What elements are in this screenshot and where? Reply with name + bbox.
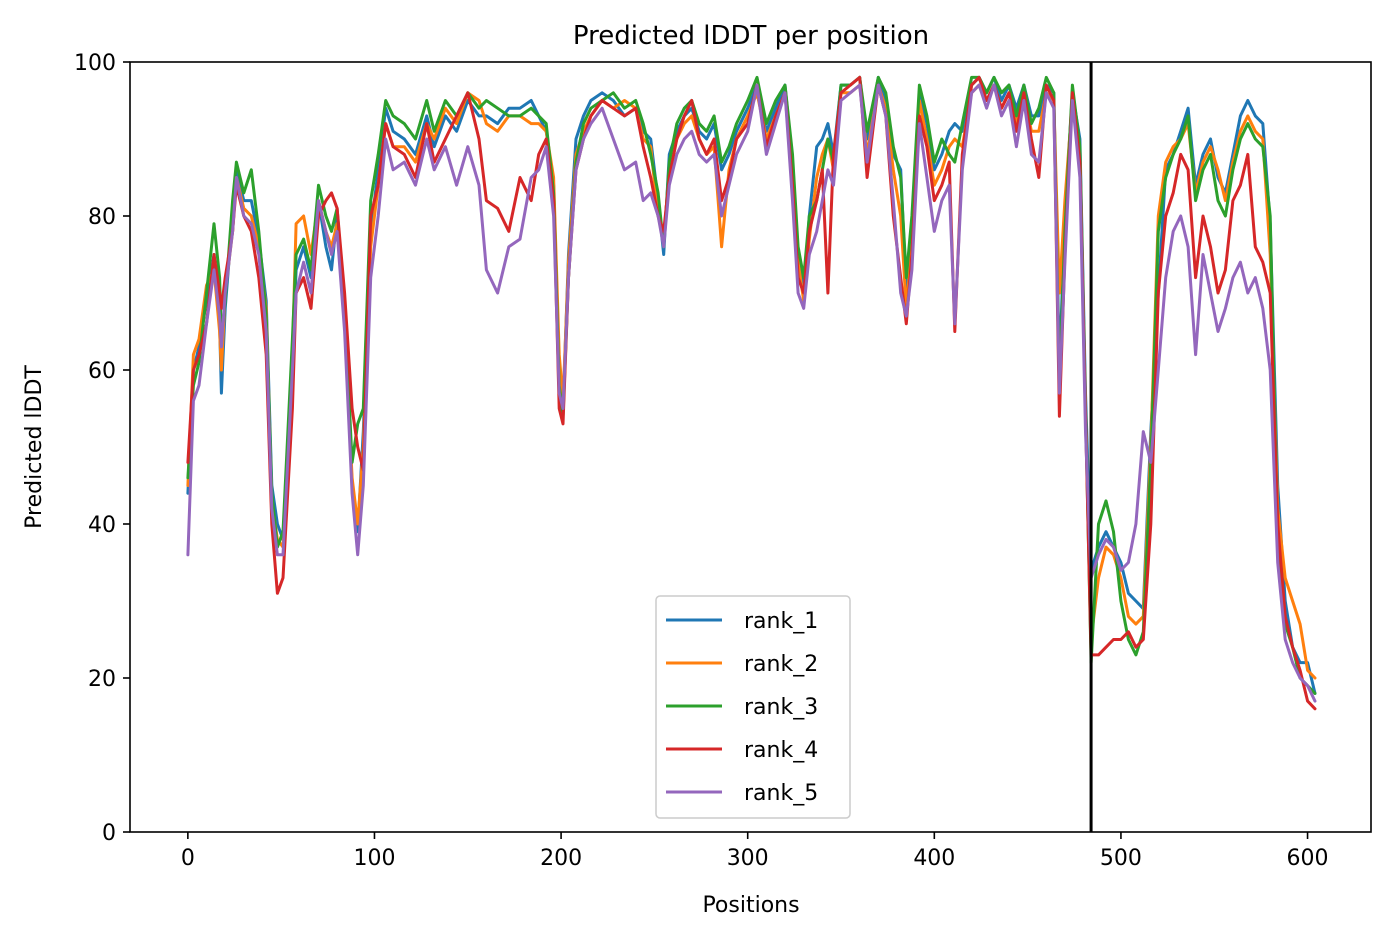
chart-title: Predicted lDDT per position (573, 21, 929, 51)
legend-item-rank_4: rank_4 (666, 738, 818, 763)
x-axis-label: Positions (702, 893, 799, 918)
y-tick-label: 80 (88, 205, 116, 230)
legend-item-rank_3: rank_3 (666, 695, 818, 720)
x-tick-label: 300 (727, 846, 769, 871)
y-tick-label: 60 (88, 359, 116, 384)
x-tick-label: 0 (181, 846, 195, 871)
y-tick-label: 0 (102, 821, 116, 846)
series-line-rank_5 (186, 83, 1317, 703)
x-tick-label: 200 (540, 846, 582, 871)
x-tick-label: 100 (353, 846, 395, 871)
legend-box (655, 595, 851, 819)
legend-item-rank_5: rank_5 (666, 781, 818, 806)
y-tick-label: 20 (88, 667, 116, 692)
x-axis: 0 100 200 300 400 500 600 (181, 832, 1329, 871)
legend-item-rank_1: rank_1 (666, 609, 818, 634)
legend-label: rank_1 (744, 609, 818, 634)
x-tick-label: 600 (1287, 846, 1329, 871)
y-tick-label: 40 (88, 513, 116, 538)
y-axis: 0 20 40 60 80 100 (74, 51, 130, 846)
legend-item-rank_2: rank_2 (666, 652, 818, 677)
x-tick-label: 500 (1100, 846, 1142, 871)
legend-label: rank_3 (744, 695, 818, 720)
legend: rank_1 rank_2 rank_3 rank_4 rank_5 (655, 595, 851, 819)
legend-label: rank_4 (744, 738, 818, 763)
x-tick-label: 400 (913, 846, 955, 871)
legend-label: rank_2 (744, 652, 818, 677)
y-axis-label: Predicted lDDT (22, 365, 47, 529)
plot-area (129, 61, 1372, 833)
legend-label: rank_5 (744, 781, 818, 806)
y-tick-label: 100 (74, 51, 116, 76)
plot-frame (129, 61, 1372, 833)
